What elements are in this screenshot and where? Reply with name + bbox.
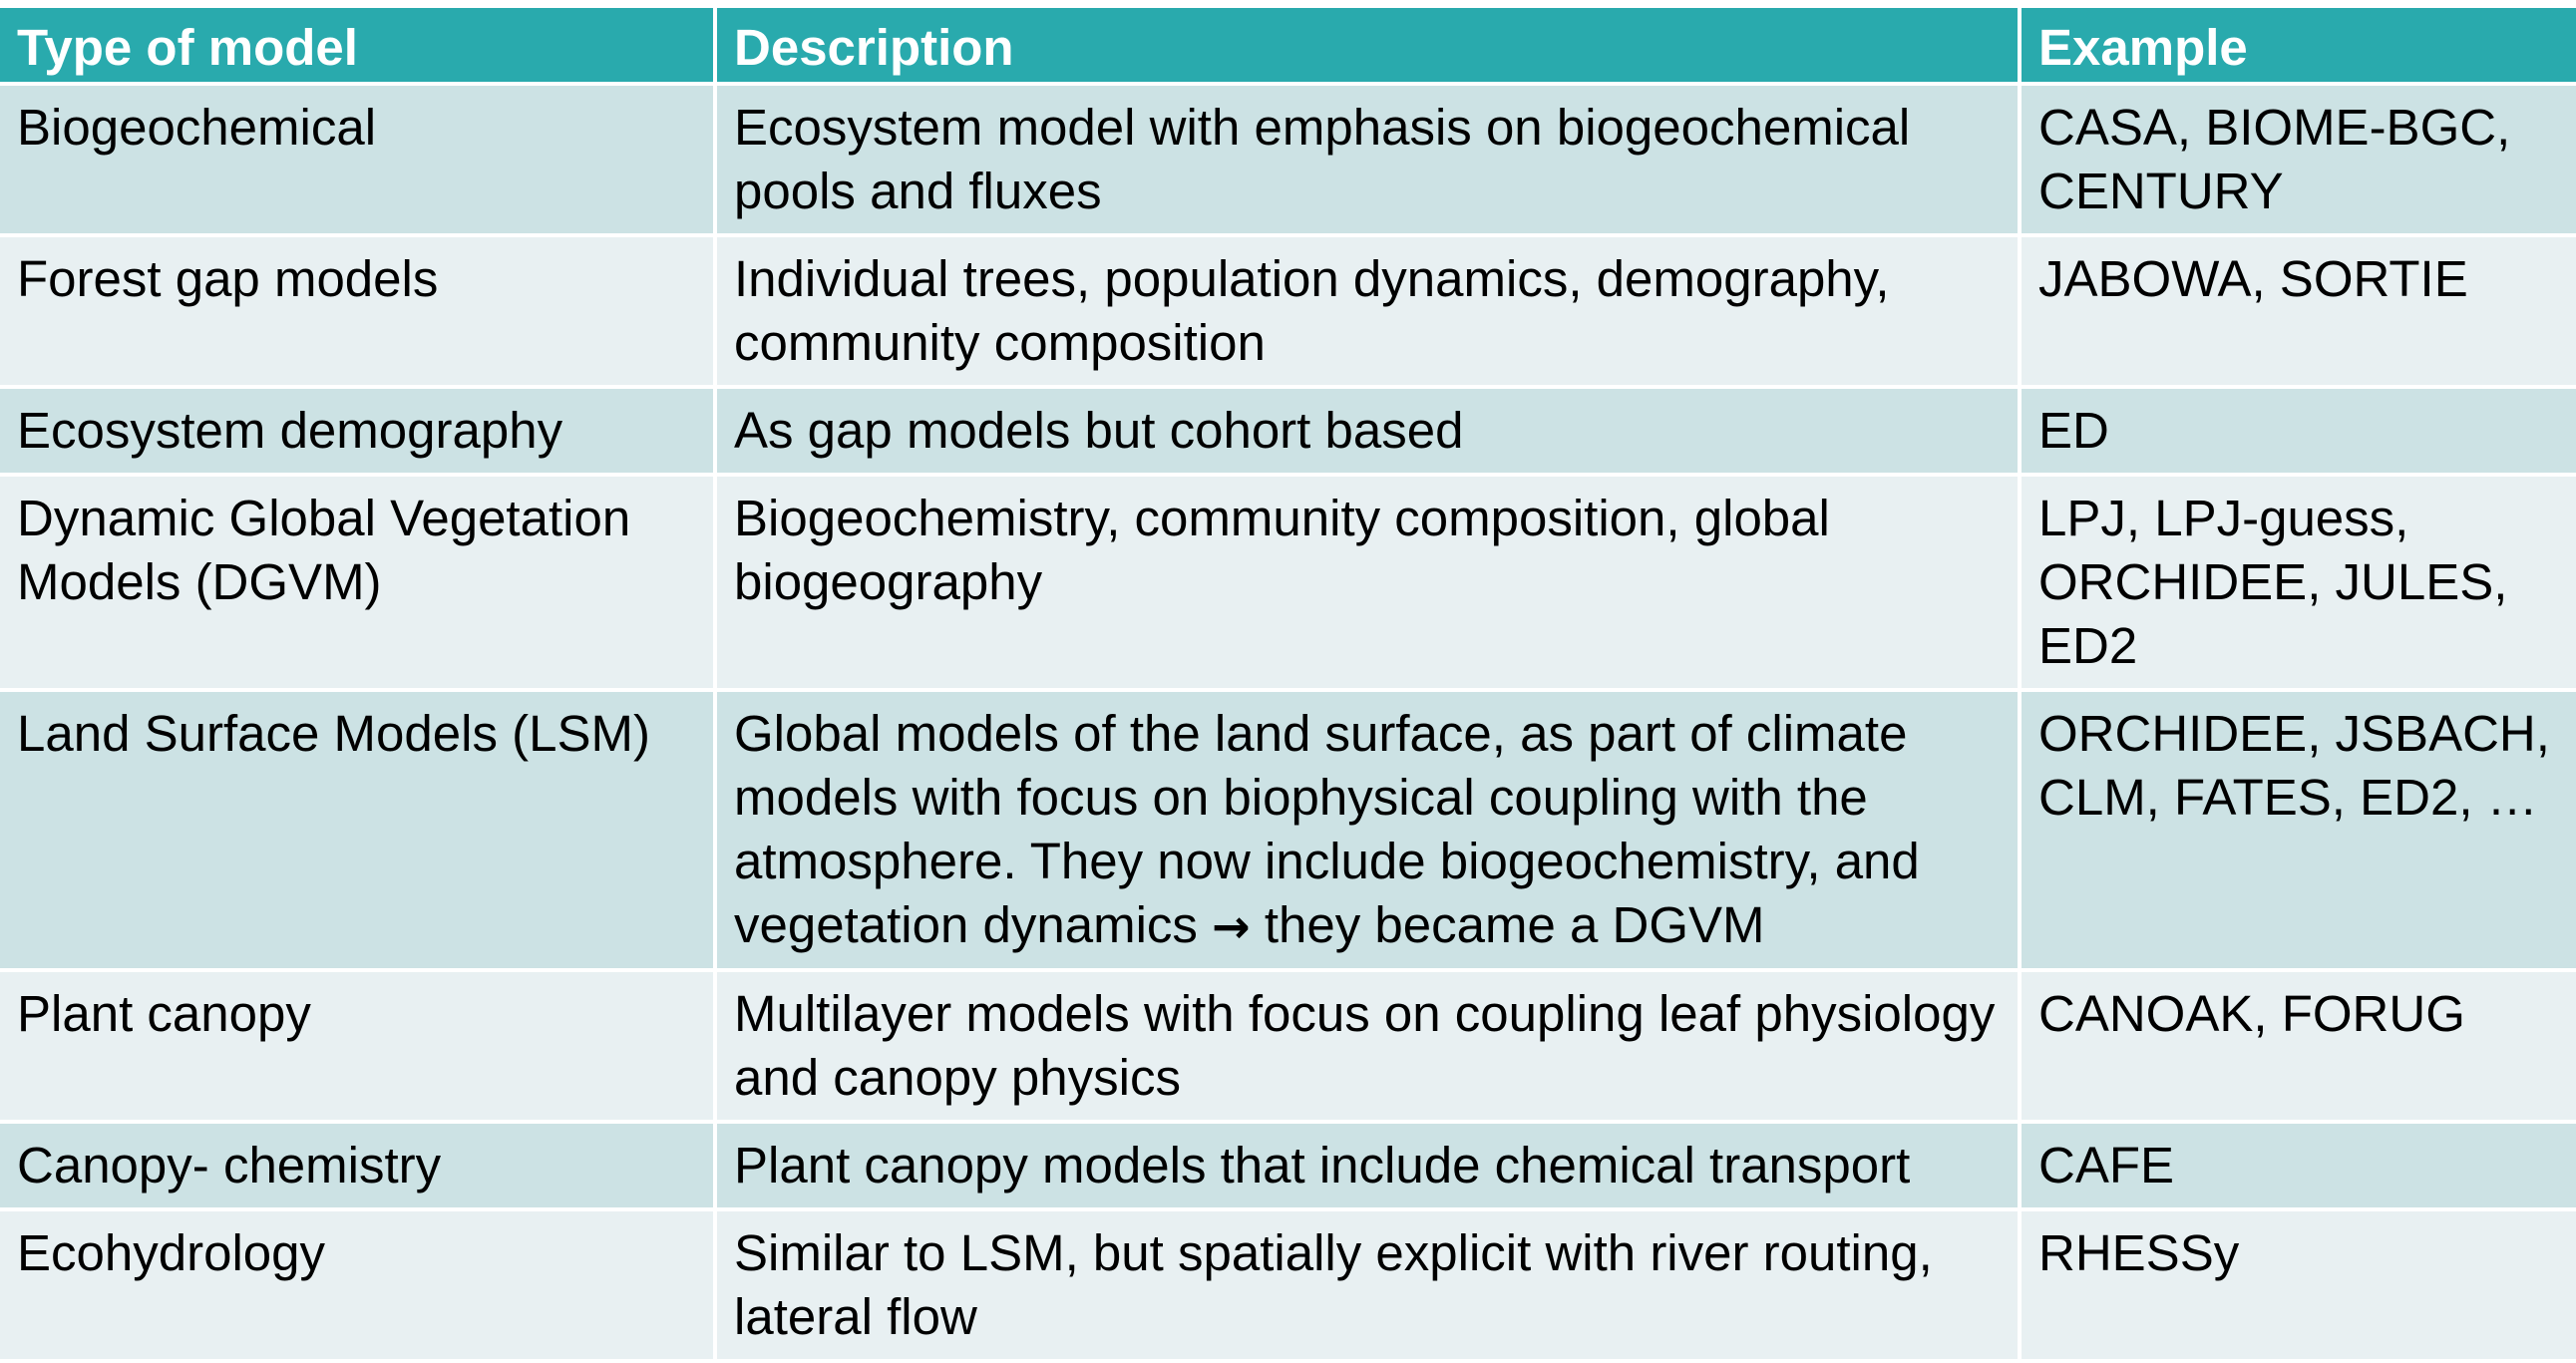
table-row: Plant canopy Multilayer models with focu… <box>0 970 2576 1124</box>
cell-type: Ecohydrology <box>0 1209 717 1363</box>
cell-description: Ecosystem model with emphasis on biogeoc… <box>715 84 2022 237</box>
table-row: Forest gap models Individual trees, popu… <box>0 235 2576 389</box>
cell-type: Dynamic Global Vegetation Models (DGVM) <box>0 475 717 692</box>
cell-description: Plant canopy models that include chemica… <box>715 1122 2022 1211</box>
cell-type: Biogeochemical <box>0 84 717 237</box>
description-text-after: they became a DGVM <box>1250 896 1765 953</box>
cell-example: LPJ, LPJ-guess, ORCHIDEE, JULES, ED2 <box>2020 475 2576 692</box>
table-row: Dynamic Global Vegetation Models (DGVM) … <box>0 475 2576 692</box>
cell-description: Individual trees, population dynamics, d… <box>715 235 2022 389</box>
cell-example: ED <box>2020 387 2576 477</box>
cell-description: Biogeochemistry, community composition, … <box>715 475 2022 692</box>
cell-type: Forest gap models <box>0 235 717 389</box>
table-row: Canopy- chemistry Plant canopy models th… <box>0 1122 2576 1211</box>
cell-type: Land Surface Models (LSM) <box>0 690 717 972</box>
cell-type: Plant canopy <box>0 970 717 1124</box>
arrow-right-icon: → <box>1212 899 1251 953</box>
cell-description: Similar to LSM, but spatially explicit w… <box>715 1209 2022 1363</box>
cell-type: Canopy- chemistry <box>0 1122 717 1211</box>
table-row: Ecohydrology Similar to LSM, but spatial… <box>0 1209 2576 1363</box>
cell-example: CASA, BIOME-BGC, CENTURY <box>2020 84 2576 237</box>
cell-example: RHESSy <box>2020 1209 2576 1363</box>
cell-description: Global models of the land surface, as pa… <box>715 690 2022 972</box>
table-row: Land Surface Models (LSM) Global models … <box>0 690 2576 972</box>
header-type-of-model: Type of model <box>0 8 717 86</box>
header-example: Example <box>2020 8 2576 86</box>
description-text-before: Global models of the land surface, as pa… <box>734 705 1920 953</box>
table-header-row: Type of model Description Example <box>0 8 2576 86</box>
table-row: Ecosystem demography As gap models but c… <box>0 387 2576 477</box>
cell-example: JABOWA, SORTIE <box>2020 235 2576 389</box>
cell-example: CANOAK, FORUG <box>2020 970 2576 1124</box>
header-description: Description <box>715 8 2022 86</box>
cell-type: Ecosystem demography <box>0 387 717 477</box>
table-row: Biogeochemical Ecosystem model with emph… <box>0 84 2576 237</box>
cell-description: Multilayer models with focus on coupling… <box>715 970 2022 1124</box>
model-types-table: Type of model Description Example Biogeo… <box>0 8 2576 1363</box>
model-types-table-container: Type of model Description Example Biogeo… <box>0 8 2576 1363</box>
cell-example: CAFE <box>2020 1122 2576 1211</box>
cell-description: As gap models but cohort based <box>715 387 2022 477</box>
cell-example: ORCHIDEE, JSBACH, CLM, FATES, ED2, … <box>2020 690 2576 972</box>
